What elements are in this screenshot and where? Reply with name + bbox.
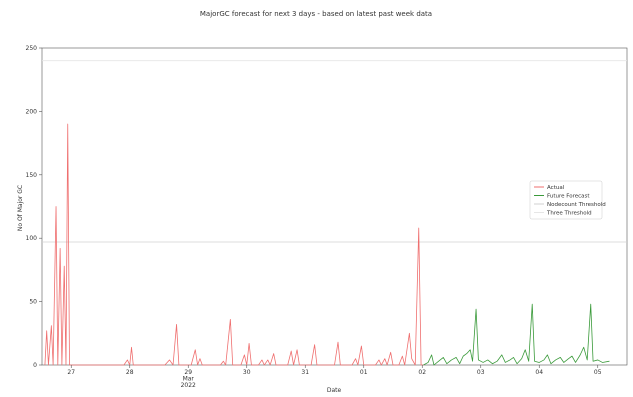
legend-label-3: Three Threshold bbox=[546, 211, 592, 217]
series-line-1 bbox=[423, 303, 610, 366]
x-tick-label-1: 28 bbox=[126, 369, 134, 376]
data-series bbox=[44, 123, 610, 366]
y-tick-label-1: 50 bbox=[29, 299, 37, 306]
x-tick-label-0: 27 bbox=[67, 369, 75, 376]
threshold-lines bbox=[42, 60, 627, 243]
legend: Actual Future Forecast Nodecount Threshold… bbox=[529, 180, 606, 220]
legend-label-1: Future Forecast bbox=[547, 194, 590, 200]
x-tick-label-2: 29 bbox=[184, 369, 192, 376]
y-tick-label-2: 100 bbox=[26, 235, 38, 242]
x-tick-label-6: 31 bbox=[301, 369, 309, 376]
y-tick-label-5: 250 bbox=[26, 45, 38, 52]
x-tick-label-9: 03 bbox=[477, 369, 485, 376]
x-tick-label-10: 04 bbox=[535, 369, 543, 376]
y-tick-label-0: 0 bbox=[33, 362, 37, 369]
x-tick-label-11: 05 bbox=[594, 369, 602, 376]
y-tick-label-3: 150 bbox=[26, 172, 38, 179]
x-tick-label-5: 30 bbox=[243, 369, 251, 376]
legend-box bbox=[529, 180, 603, 220]
legend-label-0: Actual bbox=[547, 185, 565, 191]
x-tick-label-7: 01 bbox=[360, 369, 368, 376]
legend-label-2: Nodecount Threshold bbox=[547, 202, 606, 208]
x-tick-label-4: 2022 bbox=[181, 382, 196, 389]
y-axis-ticks: 0 50 100 150 200 250 bbox=[26, 45, 42, 369]
y-axis-label: No Of Major GC bbox=[17, 185, 24, 231]
x-axis-label: Date bbox=[327, 387, 342, 394]
x-tick-label-3: Mar bbox=[183, 376, 195, 383]
series-line-0 bbox=[44, 123, 424, 366]
x-tick-label-8: 02 bbox=[418, 369, 426, 376]
plot-area bbox=[41, 47, 628, 366]
chart-title: MajorGC forecast for next 3 days - based… bbox=[200, 10, 432, 18]
y-tick-label-4: 200 bbox=[26, 108, 38, 115]
